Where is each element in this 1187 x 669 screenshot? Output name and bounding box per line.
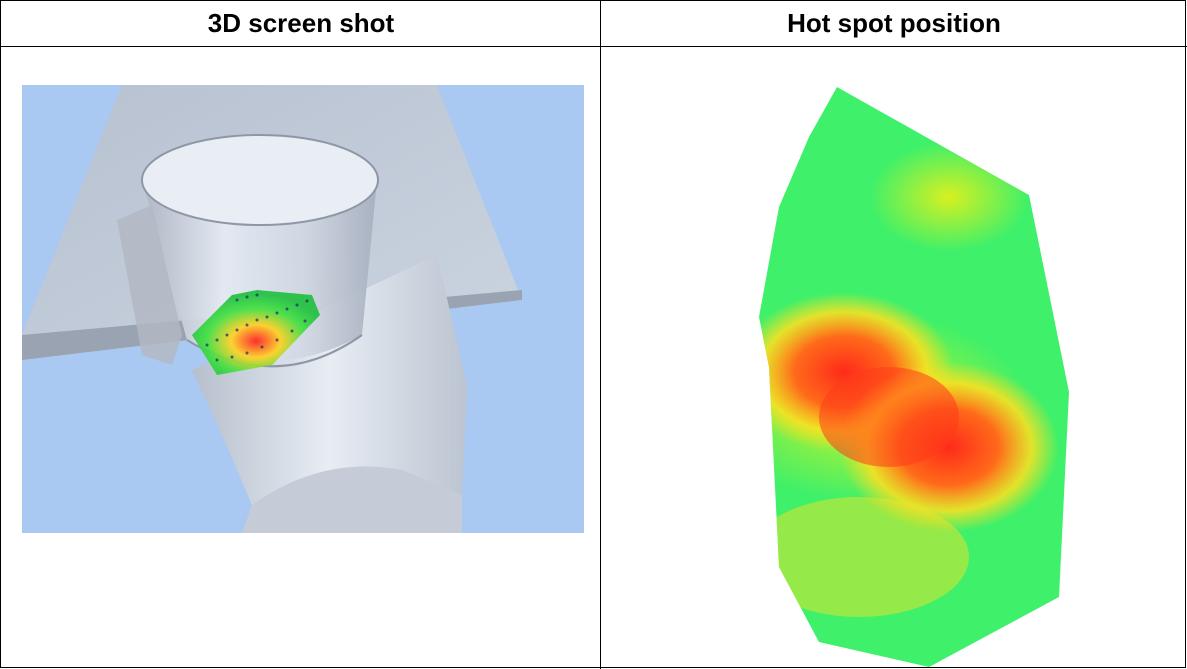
header-divider (1, 46, 1187, 47)
column-divider (600, 1, 601, 669)
hot-spot-heatmap (749, 87, 1079, 667)
header-3d-screen-shot: 3D screen shot (207, 8, 395, 38)
3d-model-render (22, 85, 584, 533)
header-hot-spot-position: Hot spot position (787, 8, 1001, 38)
